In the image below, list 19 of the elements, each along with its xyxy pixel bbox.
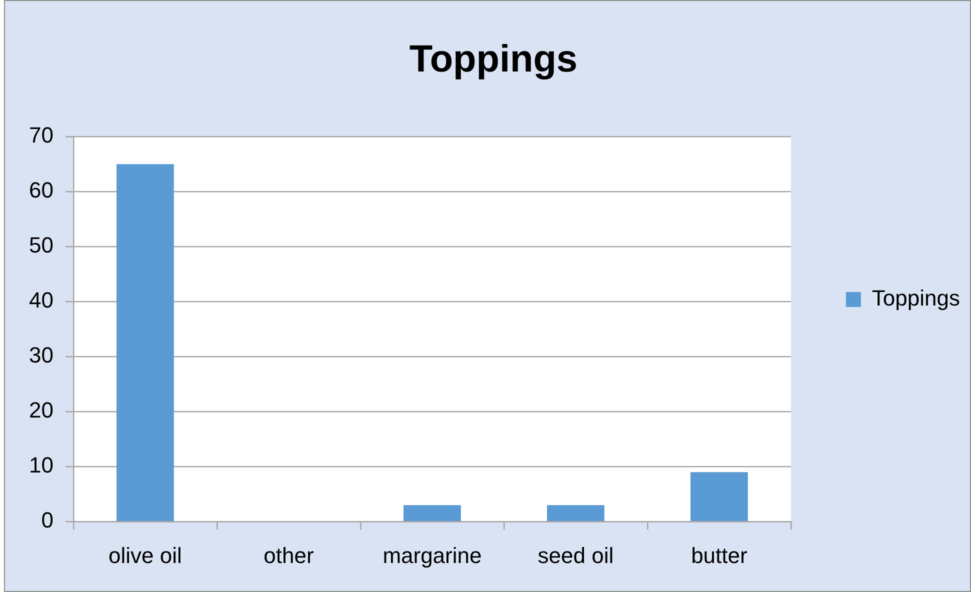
bar bbox=[404, 505, 461, 521]
y-tick-label: 0 bbox=[41, 508, 54, 533]
y-tick-label: 70 bbox=[28, 122, 54, 148]
bar bbox=[116, 164, 174, 521]
x-tick-label: seed oil bbox=[538, 542, 614, 568]
y-tick-label: 50 bbox=[28, 232, 54, 258]
bar bbox=[546, 505, 604, 521]
y-tick-label: 30 bbox=[28, 342, 54, 368]
chart-title: Toppings bbox=[409, 38, 578, 80]
y-tick-label: 20 bbox=[28, 398, 54, 423]
x-tick-label: butter bbox=[691, 542, 748, 568]
y-tick-label: 60 bbox=[28, 178, 54, 203]
y-tick-label: 40 bbox=[28, 288, 54, 313]
bar bbox=[690, 472, 748, 521]
x-tick-label: olive oil bbox=[108, 542, 182, 568]
x-tick-label: margarine bbox=[382, 542, 482, 568]
x-tick-label: other bbox=[264, 542, 314, 568]
y-tick-label: 10 bbox=[28, 452, 54, 478]
legend-label: Toppings bbox=[872, 286, 960, 311]
